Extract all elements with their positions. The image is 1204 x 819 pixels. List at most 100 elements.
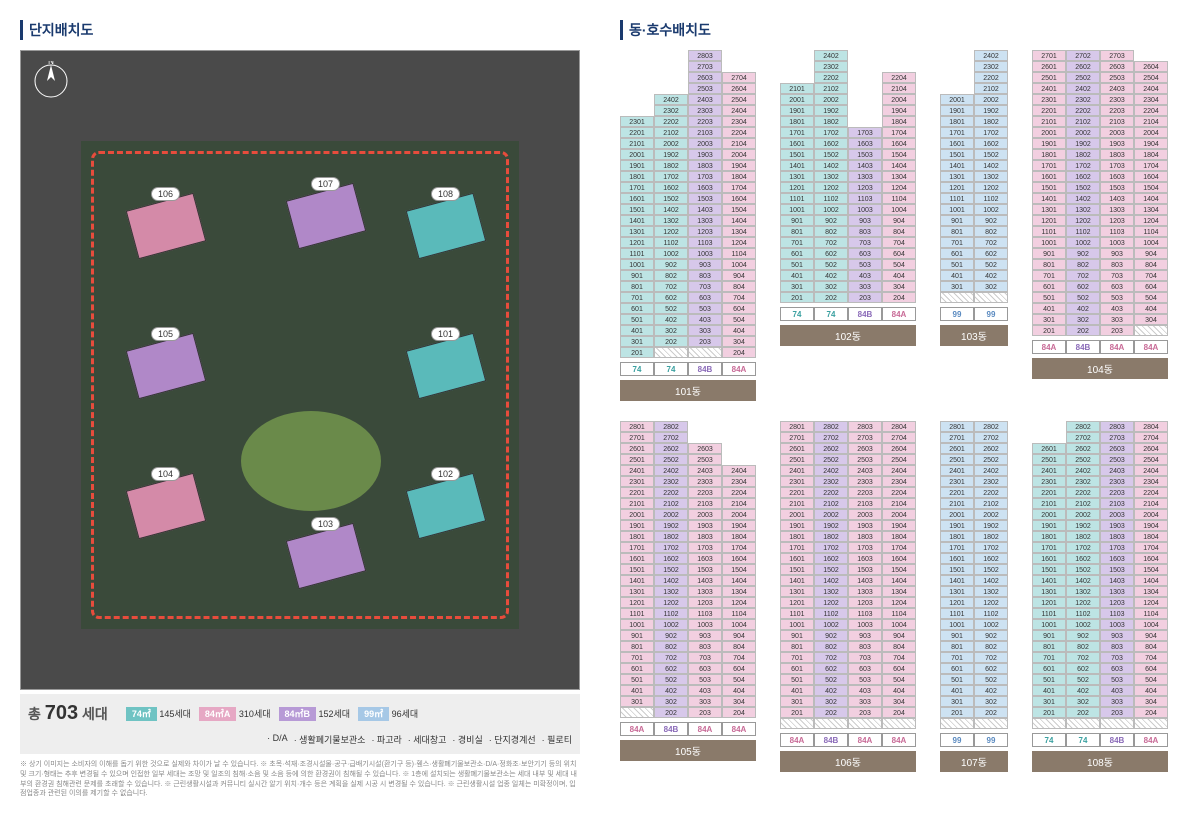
unit-cell: 1402 [654,575,688,586]
building-102동: 2101200119011801170116011501140113011201… [780,50,916,401]
legend-bar: 총 703 세대 74㎡ 145세대84㎡A 310세대84㎡B 152세대99… [20,694,580,754]
unit-cell: 1502 [814,149,848,160]
unit-cell: 2101 [940,498,974,509]
unit-cell: 301 [1032,314,1066,325]
unit-cell: 1301 [620,226,654,237]
unit-cell: 1204 [1134,215,1168,226]
unit-cell: 1801 [940,116,974,127]
unit-cell: 2604 [1134,61,1168,72]
unit-cell: 2001 [780,94,814,105]
unit-cell: 1602 [814,553,848,564]
unit-cell: 2304 [722,116,756,127]
unit-cell: 902 [974,630,1008,641]
unit-cell [1134,718,1168,729]
unit-cell: 2102 [814,83,848,94]
unit-cell: 2202 [654,487,688,498]
unit-cell: 1502 [1066,182,1100,193]
unit-cell: 2801 [620,421,654,432]
unit-cell: 2803 [1100,421,1134,432]
unit-cell: 1701 [1032,160,1066,171]
unit-cell: 1304 [722,586,756,597]
unit-cell: 1604 [1134,553,1168,564]
unit-cell: 1701 [940,542,974,553]
unit-cell: 1102 [1066,226,1100,237]
unit-cell: 202 [654,336,688,347]
unit-cell: 1102 [1066,608,1100,619]
unit-cell: 2501 [780,454,814,465]
unit-cell: 2102 [974,83,1008,94]
central-plaza [241,411,381,511]
unit-cell: 1604 [882,553,916,564]
unit-cell: 1604 [882,138,916,149]
unit-cell: 2104 [882,498,916,509]
unit-cell: 1804 [882,116,916,127]
unit-cell: 1503 [688,193,722,204]
unit-cell: 1501 [620,564,654,575]
unit-cell [1100,718,1134,729]
unit-cell: 504 [1134,292,1168,303]
unit-cell: 2603 [1100,61,1134,72]
unit-cell: 2004 [722,509,756,520]
unit-cell: 904 [1134,630,1168,641]
unit-cell: 2304 [1134,476,1168,487]
unit-cell: 601 [780,663,814,674]
unit-cell: 1301 [780,586,814,597]
column-type-label: 74 [620,362,654,376]
unit-cell: 2504 [722,94,756,105]
unit-cell: 2503 [688,454,722,465]
unit-cell: 1601 [1032,171,1066,182]
column-type-label: 74 [780,307,814,321]
unit-cell: 202 [814,292,848,303]
column-type-label: 84A [620,722,654,736]
unit-cell: 1002 [814,204,848,215]
unit-cell: 2204 [1134,105,1168,116]
unit-cell: 503 [848,259,882,270]
unit-cell: 1702 [654,171,688,182]
unit-cell: 1801 [1032,149,1066,160]
column-type-label: 99 [940,307,974,321]
unit-cell: 1404 [1134,575,1168,586]
unit-cell: 2002 [1066,509,1100,520]
unit-cell: 903 [848,215,882,226]
unit-cell: 1102 [974,193,1008,204]
unit-cell: 1101 [940,193,974,204]
unit-cell: 901 [940,630,974,641]
unit-cell: 2403 [1100,83,1134,94]
unit-cell: 1302 [974,171,1008,182]
unit-cell: 1903 [1100,138,1134,149]
unit-cell: 1104 [722,608,756,619]
unit-cell: 2202 [974,487,1008,498]
unit-cell: 1602 [814,138,848,149]
unit-cell: 2004 [722,149,756,160]
footnotes: ※ 상기 이미지는 소비자의 이해를 돕기 위한 것으로 실제와 차이가 날 수… [20,760,580,799]
unit-cell: 1402 [814,575,848,586]
right-title: 동·호수배치도 [620,20,1184,40]
unit-cell: 1702 [814,542,848,553]
unit-cell: 2201 [1032,487,1066,498]
unit-cell: 2202 [1066,105,1100,116]
unit-cell: 1601 [940,138,974,149]
unit-cell: 1102 [814,608,848,619]
unit-cell: 403 [848,270,882,281]
unit-cell: 1804 [882,531,916,542]
unit-cell [780,718,814,729]
unit-cell: 1502 [1066,564,1100,575]
unit-cell: 1904 [882,105,916,116]
unit-cell: 1002 [1066,619,1100,630]
unit-cell: 2601 [620,443,654,454]
unit-cell: 502 [1066,292,1100,303]
unit-cell: 1801 [1032,531,1066,542]
unit-cell: 2801 [940,421,974,432]
unit-cell: 701 [780,652,814,663]
unit-cell: 402 [654,314,688,325]
column-type-label: 84A [722,362,756,376]
unit-cell: 2303 [1100,94,1134,105]
unit-cell: 704 [882,237,916,248]
unit-cell [654,347,688,358]
unit-cell: 1804 [722,171,756,182]
unit-cell: 301 [780,281,814,292]
column-type-label: 84A [722,722,756,736]
unit-cell: 204 [1134,707,1168,718]
unit-cell: 1204 [722,237,756,248]
legend-type-99: 99㎡ 96세대 [358,709,418,719]
